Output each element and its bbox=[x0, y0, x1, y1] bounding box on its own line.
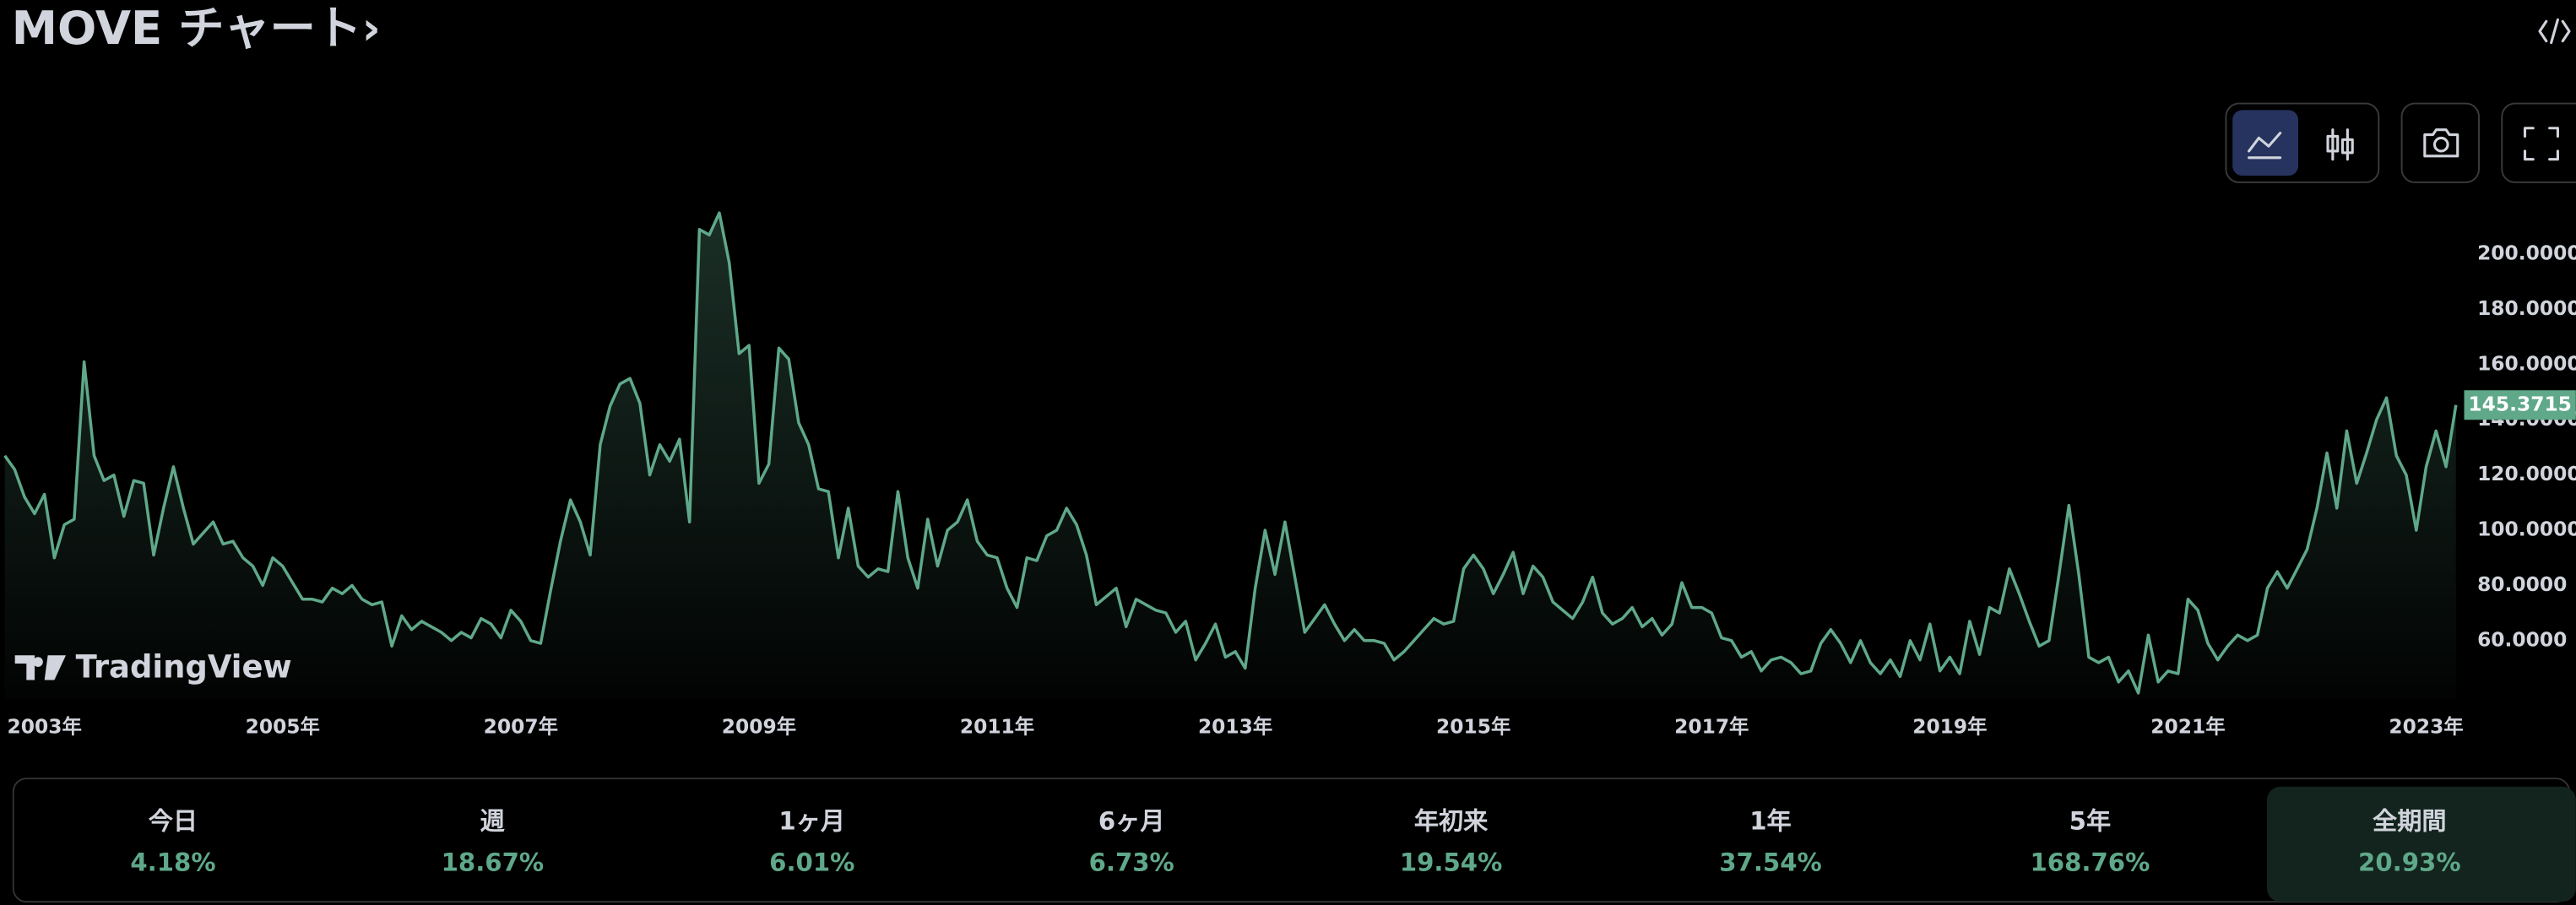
x-tick-label: 2017年 bbox=[1674, 714, 1749, 738]
fullscreen-button[interactable] bbox=[2501, 102, 2576, 183]
period-label[interactable]: 1年 bbox=[1749, 807, 1791, 836]
x-tick-label: 2021年 bbox=[2150, 714, 2225, 738]
x-tick-label: 2011年 bbox=[960, 714, 1034, 738]
price-line bbox=[3, 211, 2458, 695]
period-change[interactable]: 4.18% bbox=[130, 848, 215, 876]
period-change[interactable]: 6.73% bbox=[1089, 848, 1174, 876]
x-tick-label: 2019年 bbox=[1912, 714, 1987, 738]
x-tick-label: 2013年 bbox=[1198, 714, 1272, 738]
period-label[interactable]: 年初来 bbox=[1414, 807, 1489, 836]
line-style-icon bbox=[2248, 132, 2282, 160]
period-label[interactable]: 週 bbox=[480, 807, 505, 836]
y-tick-label: 120.0000 bbox=[2477, 462, 2576, 485]
period-label[interactable]: 今日 bbox=[149, 807, 198, 836]
period-label[interactable]: 全期間 bbox=[2373, 807, 2447, 836]
last-price-label: 145.3715 bbox=[2468, 392, 2571, 415]
period-change[interactable]: 37.54% bbox=[1719, 848, 1822, 876]
period-label[interactable]: 1ヶ月 bbox=[778, 807, 845, 836]
x-tick-label: 2023年 bbox=[2389, 714, 2463, 738]
x-tick-label: 2015年 bbox=[1436, 714, 1510, 738]
period-change[interactable]: 168.76% bbox=[2031, 848, 2150, 876]
y-tick-label: 80.0000 bbox=[2477, 572, 2567, 596]
camera-lens bbox=[2432, 136, 2449, 153]
y-tick-label: 180.0000 bbox=[2477, 296, 2576, 320]
period-change[interactable]: 20.93% bbox=[2358, 848, 2461, 876]
watermark: TradingView bbox=[14, 648, 292, 685]
candle-style-button[interactable] bbox=[2326, 128, 2354, 161]
selected-period-bg bbox=[2267, 786, 2576, 902]
screenshot-button[interactable] bbox=[2400, 102, 2480, 183]
period-label[interactable]: 6ヶ月 bbox=[1098, 807, 1165, 836]
x-tick-label: 2007年 bbox=[484, 714, 558, 738]
x-tick-label: 2003年 bbox=[8, 714, 82, 738]
period-list: 今日 4.18% 週 18.67% 1ヶ月 6.01% 6ヶ月 6.73% 年初来 19.54% 1… bbox=[130, 786, 2576, 902]
page-title[interactable]: MOVE チャート› bbox=[12, 1, 381, 55]
watermark-text: TradingView bbox=[76, 648, 292, 685]
x-tick-label: 2009年 bbox=[722, 714, 796, 738]
period-change[interactable]: 6.01% bbox=[769, 848, 854, 876]
period-change[interactable]: 18.67% bbox=[442, 848, 545, 876]
fullscreen-icon bbox=[2523, 127, 2559, 161]
period-label[interactable]: 5年 bbox=[2069, 807, 2111, 836]
y-tick-label: 100.0000 bbox=[2477, 518, 2576, 541]
toggle-frame bbox=[2225, 102, 2380, 183]
camera-icon bbox=[2423, 128, 2459, 158]
embed-code-icon[interactable] bbox=[2538, 18, 2571, 45]
chart-style-toggle bbox=[2225, 102, 2576, 183]
y-tick-label: 200.0000 bbox=[2477, 241, 2576, 265]
tradingview-logo bbox=[14, 655, 67, 680]
last-price-badge bbox=[2464, 390, 2576, 420]
period-change[interactable]: 19.54% bbox=[1400, 848, 1503, 876]
y-tick-label: 60.0000 bbox=[2477, 627, 2567, 651]
y-tick-label: 160.0000 bbox=[2477, 351, 2576, 375]
plot-area bbox=[3, 211, 2458, 699]
x-tick-label: 2005年 bbox=[246, 714, 320, 738]
area-fill bbox=[4, 213, 2456, 699]
